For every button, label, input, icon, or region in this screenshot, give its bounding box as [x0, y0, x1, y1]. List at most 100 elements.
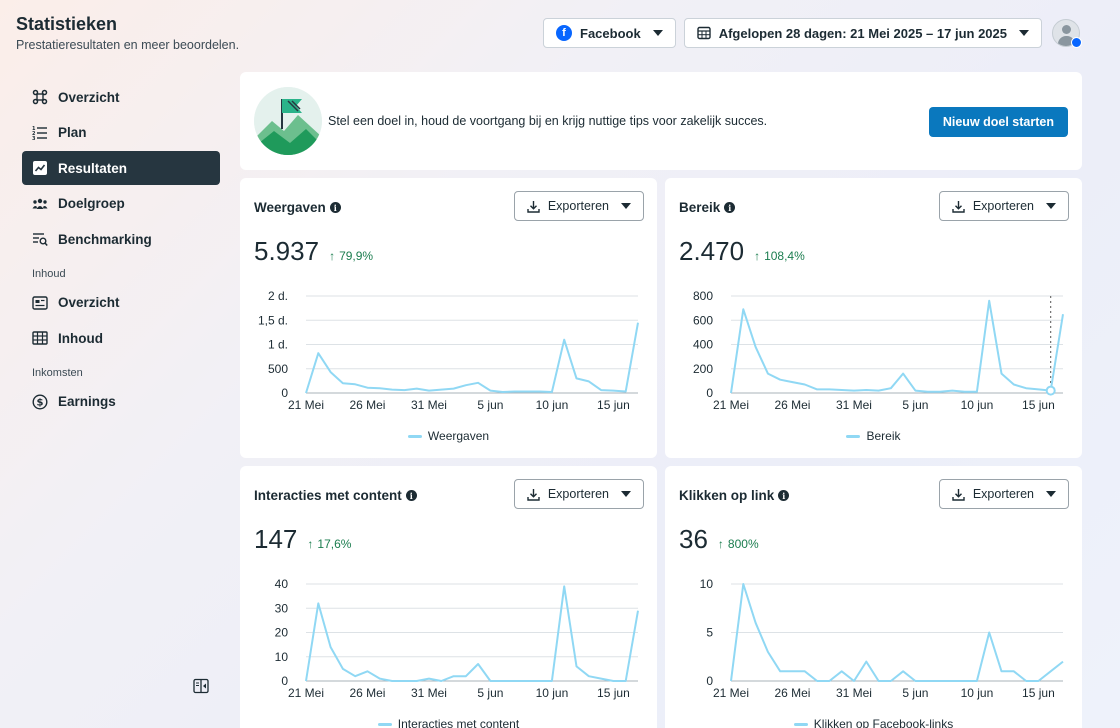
series-line: [305, 585, 639, 682]
x-tick-label: 31 Mei: [411, 686, 447, 700]
y-tick-label: 0: [281, 386, 288, 400]
y-tick-label: 40: [275, 577, 289, 591]
sidebar-item-label: Resultaten: [58, 160, 128, 176]
x-tick-label: 10 jun: [536, 686, 569, 700]
y-tick-label: 0: [706, 386, 713, 400]
results-icon: [33, 161, 47, 175]
page-title: Statistieken: [16, 14, 118, 34]
top-toolbar: f Facebook Afgelopen 28 dagen: 21 Mei 20…: [543, 18, 1082, 48]
sidebar-item-label: Plan: [58, 125, 87, 140]
start-goal-button[interactable]: Nieuw doel starten: [928, 107, 1068, 137]
date-range-dropdown[interactable]: Afgelopen 28 dagen: 21 Mei 2025 – 17 jun…: [683, 18, 1042, 48]
chevron-down-icon: [621, 203, 631, 209]
x-tick-label: 21 Mei: [288, 398, 324, 412]
sidebar-item-label: Inhoud: [58, 330, 103, 346]
arrow-up-icon: ↑: [329, 249, 336, 263]
metric-total: 5.937 ↑ 79,9%: [254, 236, 373, 267]
sidebar-item-benchmarking[interactable]: Benchmarking: [22, 222, 220, 256]
y-tick-label: 1,5 d.: [258, 313, 288, 327]
card-title: Weergaven i: [254, 200, 341, 215]
x-tick-label: 5 jun: [477, 398, 503, 412]
facebook-badge-icon: [1071, 37, 1082, 48]
metric-card-weergaven: Weergaven i Exporteren 5.937 ↑ 79,9% 0 500 1…: [240, 178, 657, 458]
download-icon: [527, 200, 540, 213]
download-icon: [527, 488, 540, 501]
sidebar-item-label: Overzicht: [58, 89, 120, 105]
download-icon: [952, 200, 965, 213]
y-tick-label: 800: [693, 289, 713, 303]
x-tick-label: 15 jun: [597, 398, 630, 412]
platform-label: Facebook: [580, 25, 641, 41]
svg-text:$: $: [37, 397, 44, 408]
goal-banner: Stel een doel in, houd de voortgang bij …: [240, 72, 1082, 170]
platform-dropdown[interactable]: f Facebook: [543, 18, 676, 48]
x-tick-label: 5 jun: [902, 686, 928, 700]
x-tick-label: 26 Mei: [774, 686, 810, 700]
sidebar-item-label: Benchmarking: [58, 231, 152, 247]
x-tick-label: 31 Mei: [836, 398, 872, 412]
chevron-down-icon: [1046, 203, 1056, 209]
chart-legend: Klikken op Facebook-links: [665, 717, 1082, 728]
collapse-sidebar-icon[interactable]: [193, 678, 209, 694]
sidebar-item-doelgroep[interactable]: Doelgroep: [22, 187, 220, 221]
card-title: Klikken op link i: [679, 488, 790, 503]
metric-value: 2.470: [679, 236, 745, 266]
export-button[interactable]: Exporteren: [513, 479, 644, 509]
legend-label: Interacties met content: [397, 717, 520, 728]
legend-label: Klikken op Facebook-links: [813, 717, 954, 728]
info-icon[interactable]: i: [778, 490, 790, 501]
y-tick-label: 10: [700, 577, 714, 591]
sidebar-item-overzicht[interactable]: Overzicht: [22, 80, 220, 114]
sidebar-item-content-overzicht[interactable]: Overzicht: [22, 286, 220, 320]
data-point-highlight[interactable]: [1045, 385, 1056, 396]
y-tick-label: 30: [275, 601, 289, 615]
chevron-down-icon: [652, 30, 663, 36]
legend-swatch: [377, 722, 392, 726]
metric-total: 147 ↑ 17,6%: [254, 524, 351, 555]
download-icon: [952, 488, 965, 501]
export-button[interactable]: Exporteren: [938, 479, 1069, 509]
avatar[interactable]: [1052, 19, 1082, 48]
info-icon[interactable]: i: [329, 202, 341, 213]
sidebar-item-label: Earnings: [58, 394, 116, 409]
export-button[interactable]: Exporteren: [513, 191, 644, 221]
metric-card-bereik: Bereik i Exporteren 2.470 ↑ 108,4% 0 200 400…: [665, 178, 1082, 458]
date-range-label: Afgelopen 28 dagen: 21 Mei 2025 – 17 jun…: [718, 25, 1007, 41]
sidebar-item-earnings[interactable]: $ Earnings: [22, 385, 220, 419]
sidebar-item-inhoud[interactable]: Inhoud: [22, 321, 220, 355]
sidebar-section-inkomsten: Inkomsten: [32, 366, 83, 379]
info-icon[interactable]: i: [724, 202, 736, 213]
x-tick-label: 5 jun: [477, 686, 503, 700]
chart-legend: Interacties met content: [240, 717, 657, 728]
export-button[interactable]: Exporteren: [938, 191, 1069, 221]
x-tick-label: 10 jun: [961, 398, 994, 412]
chevron-down-icon: [1046, 491, 1056, 497]
x-tick-label: 10 jun: [961, 686, 994, 700]
metric-delta: ↑ 108,4%: [754, 249, 805, 263]
content-overview-icon: [32, 295, 48, 310]
sidebar-section-inhoud: Inhoud: [32, 267, 66, 280]
overview-icon: [32, 89, 48, 105]
metric-delta: ↑ 79,9%: [329, 249, 374, 263]
y-tick-label: 5: [706, 626, 713, 640]
x-tick-label: 26 Mei: [349, 398, 385, 412]
y-tick-label: 1 d.: [268, 338, 288, 352]
svg-text:3: 3: [32, 136, 36, 141]
x-tick-label: 5 jun: [902, 398, 928, 412]
x-tick-label: 15 jun: [1022, 686, 1055, 700]
sidebar-item-resultaten[interactable]: Resultaten: [22, 151, 220, 185]
x-tick-label: 26 Mei: [349, 686, 385, 700]
y-tick-label: 10: [275, 650, 289, 664]
info-icon[interactable]: i: [405, 490, 417, 501]
metric-value: 36: [679, 524, 708, 554]
content-table-icon: [32, 331, 48, 345]
legend-swatch: [793, 722, 808, 726]
x-tick-label: 10 jun: [536, 398, 569, 412]
legend-swatch: [846, 434, 861, 438]
dollar-icon: $: [32, 393, 48, 410]
y-tick-label: 500: [268, 362, 288, 376]
main-content: Stel een doel in, houd de voortgang bij …: [240, 72, 1082, 728]
y-tick-label: 200: [693, 362, 713, 376]
x-tick-label: 21 Mei: [713, 686, 749, 700]
